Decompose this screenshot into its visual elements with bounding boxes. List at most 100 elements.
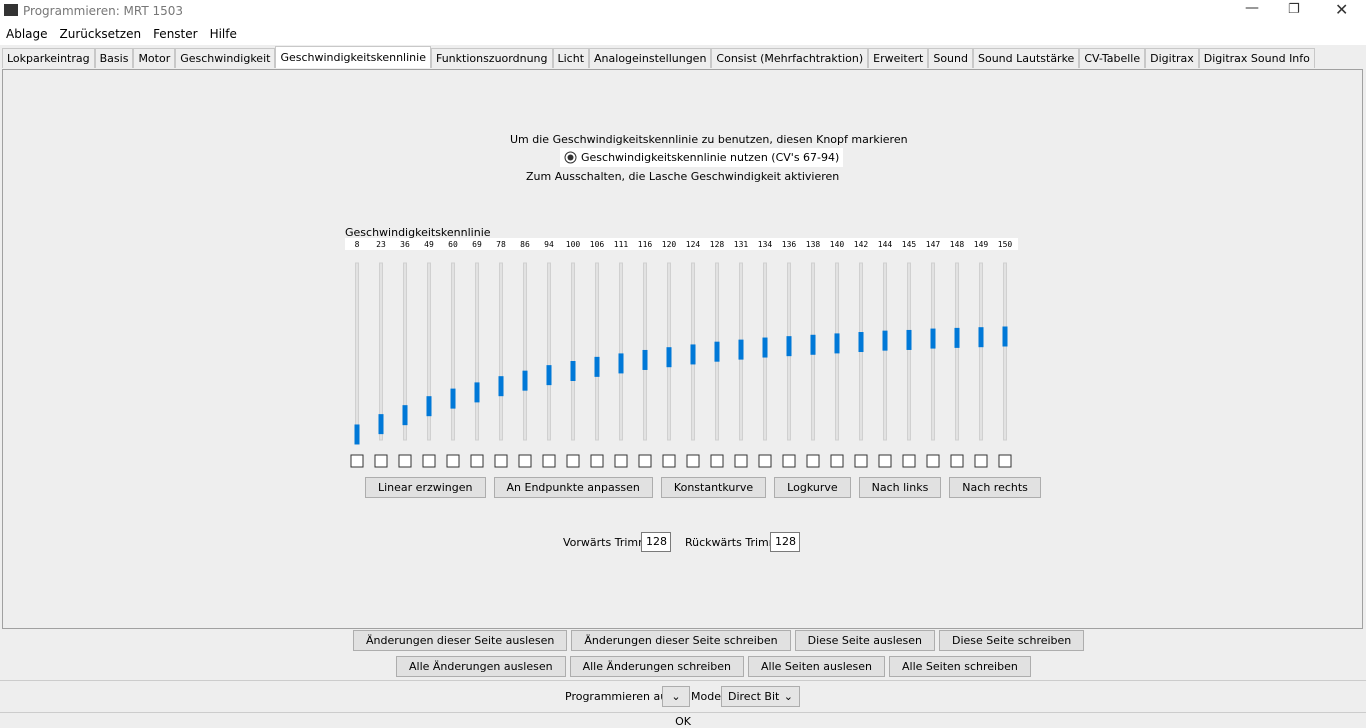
slider-track[interactable] [499, 262, 503, 441]
ok-button[interactable]: OK [675, 715, 691, 728]
checkbox[interactable] [950, 454, 964, 468]
slider-thumb[interactable] [450, 388, 456, 409]
tab[interactable]: Consist (Mehrfachtraktion) [711, 48, 869, 68]
curve-button[interactable]: Konstantkurve [660, 477, 767, 498]
slider-thumb[interactable] [762, 337, 768, 358]
tab[interactable]: Erweitert [868, 48, 929, 68]
slider-thumb[interactable] [354, 424, 360, 445]
checkbox[interactable] [446, 454, 460, 468]
radio[interactable] [564, 151, 577, 164]
menu-item[interactable]: Fenster [153, 26, 198, 41]
tab[interactable]: Geschwindigkeit [175, 48, 276, 68]
slider-thumb[interactable] [714, 341, 720, 362]
tab[interactable]: Motor [133, 48, 176, 68]
checkbox[interactable] [662, 454, 676, 468]
slider-thumb[interactable] [570, 361, 576, 381]
action-button[interactable]: Änderungen dieser Seite schreiben [571, 630, 791, 651]
slider-track[interactable] [355, 262, 359, 441]
tab[interactable]: Digitrax Sound Info [1198, 48, 1315, 68]
slider-thumb[interactable] [906, 329, 912, 350]
slider-thumb[interactable] [690, 344, 696, 365]
checkbox[interactable] [638, 454, 652, 468]
slider-thumb[interactable] [426, 396, 432, 417]
action-button[interactable]: Alle Änderungen schreiben [569, 656, 744, 677]
slider-thumb[interactable] [882, 330, 888, 351]
checkbox[interactable] [878, 454, 892, 468]
slider-thumb[interactable] [810, 334, 816, 355]
tab[interactable]: CV-Tabelle [1079, 48, 1146, 68]
checkbox[interactable] [854, 454, 868, 468]
slider-thumb[interactable] [402, 405, 408, 426]
checkbox[interactable] [806, 454, 820, 468]
forward-trim[interactable]: 128 [641, 532, 671, 552]
slider-track[interactable] [931, 262, 935, 441]
slider-thumb[interactable] [474, 382, 480, 403]
action-button[interactable]: Alle Seiten auslesen [748, 656, 885, 677]
checkbox[interactable] [686, 454, 700, 468]
slider-thumb[interactable] [642, 349, 648, 370]
slider-thumb[interactable] [546, 365, 552, 386]
radio-row[interactable]: Geschwindigkeitskennlinie nutzen (CV's 6… [560, 148, 844, 167]
tab[interactable]: Lokparkeintrag [2, 48, 95, 68]
action-button[interactable]: Alle Änderungen auslesen [396, 656, 566, 677]
checkbox[interactable] [518, 454, 532, 468]
slider-thumb[interactable] [954, 327, 960, 348]
slider-track[interactable] [403, 262, 407, 441]
slider-thumb[interactable] [930, 328, 936, 349]
slider-thumb[interactable] [834, 333, 840, 354]
action-button[interactable]: Alle Seiten schreiben [889, 656, 1031, 677]
slider-thumb[interactable] [498, 376, 504, 397]
mode-select[interactable]: Direct Bit ⌄ [721, 686, 800, 707]
tab[interactable]: Digitrax [1145, 48, 1199, 68]
tab[interactable]: Funktionszuordnung [430, 48, 553, 68]
curve-button[interactable]: Linear erzwingen [365, 477, 486, 498]
slider-thumb[interactable] [738, 339, 744, 360]
slider-track[interactable] [1003, 262, 1007, 441]
checkbox[interactable] [494, 454, 508, 468]
slider-thumb[interactable] [594, 356, 600, 377]
checkbox[interactable] [734, 454, 748, 468]
slider-thumb[interactable] [666, 347, 672, 368]
checkbox[interactable] [902, 454, 916, 468]
close[interactable]: ✕ [1335, 0, 1349, 19]
program-on-select[interactable]: ⌄ [662, 686, 690, 707]
slider-thumb[interactable] [378, 414, 384, 435]
slider-thumb[interactable] [522, 370, 528, 391]
reverse-trim[interactable]: 128 [770, 532, 800, 552]
checkbox[interactable] [926, 454, 940, 468]
slider-track[interactable] [379, 262, 383, 441]
checkbox[interactable] [758, 454, 772, 468]
slider-track[interactable] [883, 262, 887, 441]
tab[interactable]: Analogeinstellungen [589, 48, 712, 68]
checkbox[interactable] [614, 454, 628, 468]
slider-track[interactable] [451, 262, 455, 441]
slider-thumb[interactable] [786, 336, 792, 357]
action-button[interactable]: Änderungen dieser Seite auslesen [353, 630, 568, 651]
slider-track[interactable] [619, 262, 623, 441]
menu-item[interactable]: Zurücksetzen [59, 26, 142, 41]
slider-track[interactable] [907, 262, 911, 441]
slider-track[interactable] [979, 262, 983, 441]
checkbox[interactable] [710, 454, 724, 468]
action-button[interactable]: Diese Seite auslesen [794, 630, 936, 651]
checkbox[interactable] [374, 454, 388, 468]
minimize[interactable]: — [1245, 0, 1259, 16]
checkbox[interactable] [422, 454, 436, 468]
slider-thumb[interactable] [978, 327, 984, 348]
curve-button[interactable]: An Endpunkte anpassen [493, 477, 653, 498]
slider-track[interactable] [547, 262, 551, 441]
checkbox[interactable] [998, 454, 1012, 468]
curve-button[interactable]: Nach links [858, 477, 942, 498]
checkbox[interactable] [782, 454, 796, 468]
checkbox[interactable] [974, 454, 988, 468]
checkbox[interactable] [470, 454, 484, 468]
checkbox[interactable] [542, 454, 556, 468]
tab[interactable]: Sound Lautstärke [972, 48, 1080, 68]
slider-track[interactable] [427, 262, 431, 441]
checkbox[interactable] [830, 454, 844, 468]
slider-track[interactable] [523, 262, 527, 441]
slider-track[interactable] [475, 262, 479, 441]
slider-track[interactable] [595, 262, 599, 441]
checkbox[interactable] [590, 454, 604, 468]
checkbox[interactable] [398, 454, 412, 468]
